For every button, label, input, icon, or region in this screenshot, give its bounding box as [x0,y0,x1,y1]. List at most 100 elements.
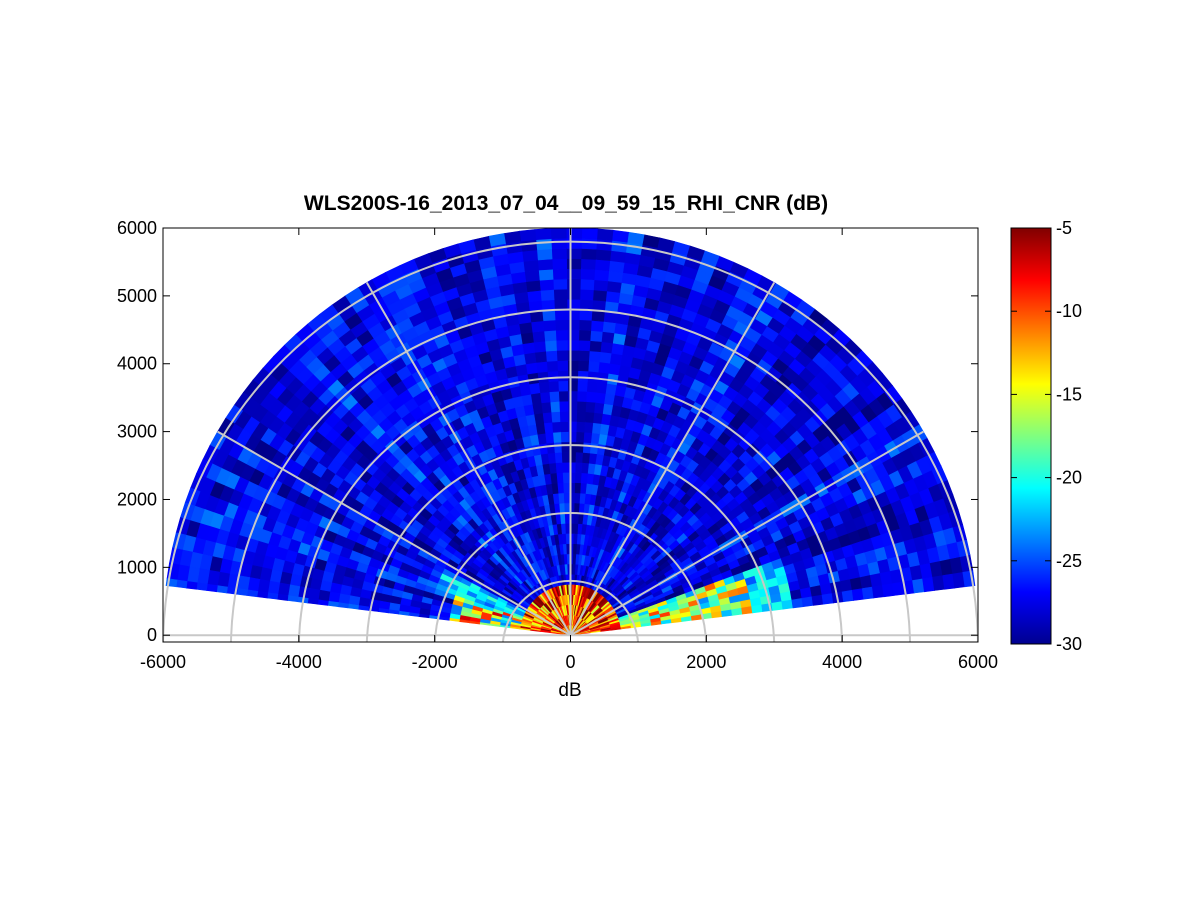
heatmap-cell [586,380,598,393]
heatmap-cell [545,350,558,362]
heatmap-cell [626,231,645,246]
heatmap-cell [579,288,594,301]
heatmap-cell [266,592,279,600]
heatmap-cell [575,421,586,433]
heatmap-cell [598,351,612,364]
heatmap-cell [530,320,545,333]
heatmap-cell [580,462,589,474]
heatmap-cell [585,391,597,403]
heatmap-cell [547,380,559,393]
heatmap-cell [565,237,582,249]
y-tick-label: 6000 [117,218,157,238]
heatmap-cell [576,380,588,392]
heatmap-cell [577,370,589,382]
heatmap-cell [531,330,546,343]
x-tick-label: -2000 [412,652,458,672]
heatmap-cell [567,380,578,392]
spoke-line [570,430,924,637]
colorbar-tick-label: -15 [1056,384,1082,404]
y-tick-label: 1000 [117,557,157,577]
x-tick-label: 6000 [958,652,998,672]
heatmap-cell [554,309,568,321]
heatmap-cell [574,482,581,494]
heatmap-cell [566,309,580,321]
chart-title: WLS200S-16_2013_07_04__09_59_15_RHI_CNR … [304,192,828,215]
colorbar-ticks: -5 -10 -15 -20 -25 -30 [1011,218,1082,654]
y-tick-label: 4000 [117,354,157,374]
x-tick-label: 2000 [686,652,726,672]
x-tick-label: -4000 [276,652,322,672]
heatmap-cell [589,442,599,455]
heatmap-cell [559,421,569,433]
heatmap-cell [552,278,568,290]
heatmap-cell [582,431,593,444]
heatmap-cell [538,381,550,394]
heatmap-cell [851,587,865,601]
heatmap-cell [593,269,610,282]
heatmap-cell [540,401,552,414]
heatmap-cell [574,461,583,474]
heatmap-cell [579,299,594,311]
spoke-line [217,430,571,637]
heatmap-cell [588,350,601,363]
heatmap-cell [579,278,595,291]
heatmap-cell [537,258,553,271]
heatmap-cell [307,587,321,601]
heatmap-cell [522,259,539,272]
y-tick-label: 3000 [117,422,157,442]
heatmap-cell [601,331,615,344]
heatmap-cell [560,441,569,453]
heatmap-cell [565,228,583,239]
colorbar-tick-label: -30 [1056,634,1082,654]
heatmap-cell [580,268,596,281]
heatmap-cell [587,370,599,383]
x-axis-label: dB [558,680,581,701]
heatmap-cell [561,461,570,473]
heatmap-cell [523,352,537,365]
heatmap-cell [539,391,551,404]
heatmap-cell [567,349,579,361]
heatmap-cell [566,298,581,310]
heatmap-cell [557,380,569,392]
heatmap-cell [521,341,536,355]
heatmap-cell [573,512,579,524]
heatmap-cell [539,289,555,301]
spoke-line [569,282,776,636]
heatmap-cell [554,319,568,331]
heatmap-cell [563,492,570,504]
heatmap-cell [550,411,561,423]
heatmap-cell [246,589,259,598]
heatmap-cell [556,360,569,372]
heatmap-cell [542,319,556,332]
heatmap-cell [563,502,570,514]
heatmap-cell [543,329,557,342]
heatmap-cell [520,239,538,252]
heatmap-cell [503,230,522,244]
heatmap-cell [567,370,579,382]
heatmap-cell [550,228,567,240]
heatmap-cell [594,259,611,272]
spoke-line [365,282,572,636]
heatmap-cell [596,228,614,241]
colorbar-tick-label: -25 [1056,551,1082,571]
heatmap-cell [558,390,569,402]
heatmap-cell [551,258,568,270]
heatmap-cell [581,452,591,464]
heatmap-cell [534,228,552,241]
heatmap-cell [526,290,542,303]
heatmap-cell [580,248,597,260]
heatmap-cell [575,441,584,453]
heatmap-cell [591,422,602,435]
heatmap-cell [580,258,596,270]
heatmap-cell [602,321,616,334]
heatmap-cell [328,591,341,603]
heatmap-cell [593,279,609,292]
heatmap-cell [538,268,554,281]
heatmap-cell [535,238,552,251]
heatmap-cell [861,586,875,600]
colorbar-tick-label: -10 [1056,301,1082,321]
heatmap-cell [552,268,568,280]
x-tick-label: -6000 [140,652,186,672]
heatmap-cell [553,288,568,301]
heatmap-cell [567,339,580,351]
